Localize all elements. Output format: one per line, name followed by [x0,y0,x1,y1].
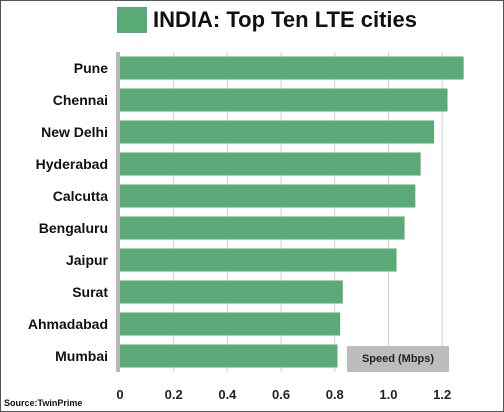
bar [120,280,343,304]
x-tick-label: 1.0 [379,387,397,402]
bar [120,120,435,144]
x-tick-label: 0.4 [218,387,237,402]
bar [120,88,448,112]
x-tick-label: 0 [116,387,123,402]
category-label: Mumbai [55,348,108,364]
bar [120,184,416,208]
bar [120,344,338,368]
x-tick-label: 0.8 [326,387,344,402]
category-label: Ahmadabad [28,316,108,332]
bar [120,312,341,336]
bar [120,152,421,176]
category-label: Bengaluru [39,220,108,236]
x-tick-label: 0.6 [272,387,290,402]
bar [120,56,464,80]
category-label: Jaipur [66,252,109,268]
source-note: Source:TwinPrime [4,398,83,408]
category-label: New Delhi [41,124,108,140]
chart-title: INDIA: Top Ten LTE cities [117,4,417,36]
category-label: Hyderabad [36,156,108,172]
x-tick-label: 1.2 [433,387,451,402]
bar [120,248,397,272]
title-swatch [117,7,147,33]
chart-title-text: INDIA: Top Ten LTE cities [153,7,417,32]
category-label: Pune [74,60,108,76]
category-label: Surat [72,284,108,300]
bar [120,216,405,240]
x-tick-label: 0.2 [165,387,183,402]
category-label: Chennai [53,92,108,108]
category-label: Calcutta [53,188,108,204]
y-axis-line [116,52,120,372]
x-axis-label: Speed (Mbps) [347,346,449,372]
